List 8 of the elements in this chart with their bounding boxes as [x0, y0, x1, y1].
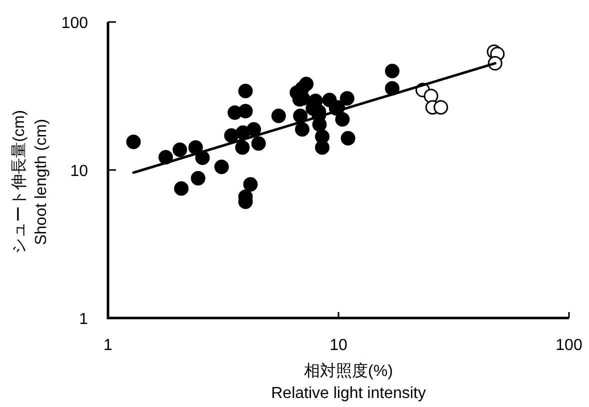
x-tick-label: 1	[104, 337, 113, 354]
y-tick-label: 1	[79, 311, 88, 328]
x-tick-label: 100	[556, 337, 582, 354]
y-tick-label: 10	[70, 163, 88, 180]
x-tick-label: 10	[330, 337, 348, 354]
x-axis-title: 相対照度(%) Relative light intensity	[271, 362, 426, 402]
y-axis-title: シュート伸長量(cm) Shoot length (cm)	[11, 110, 50, 254]
y-tick-label: 100	[61, 15, 88, 32]
